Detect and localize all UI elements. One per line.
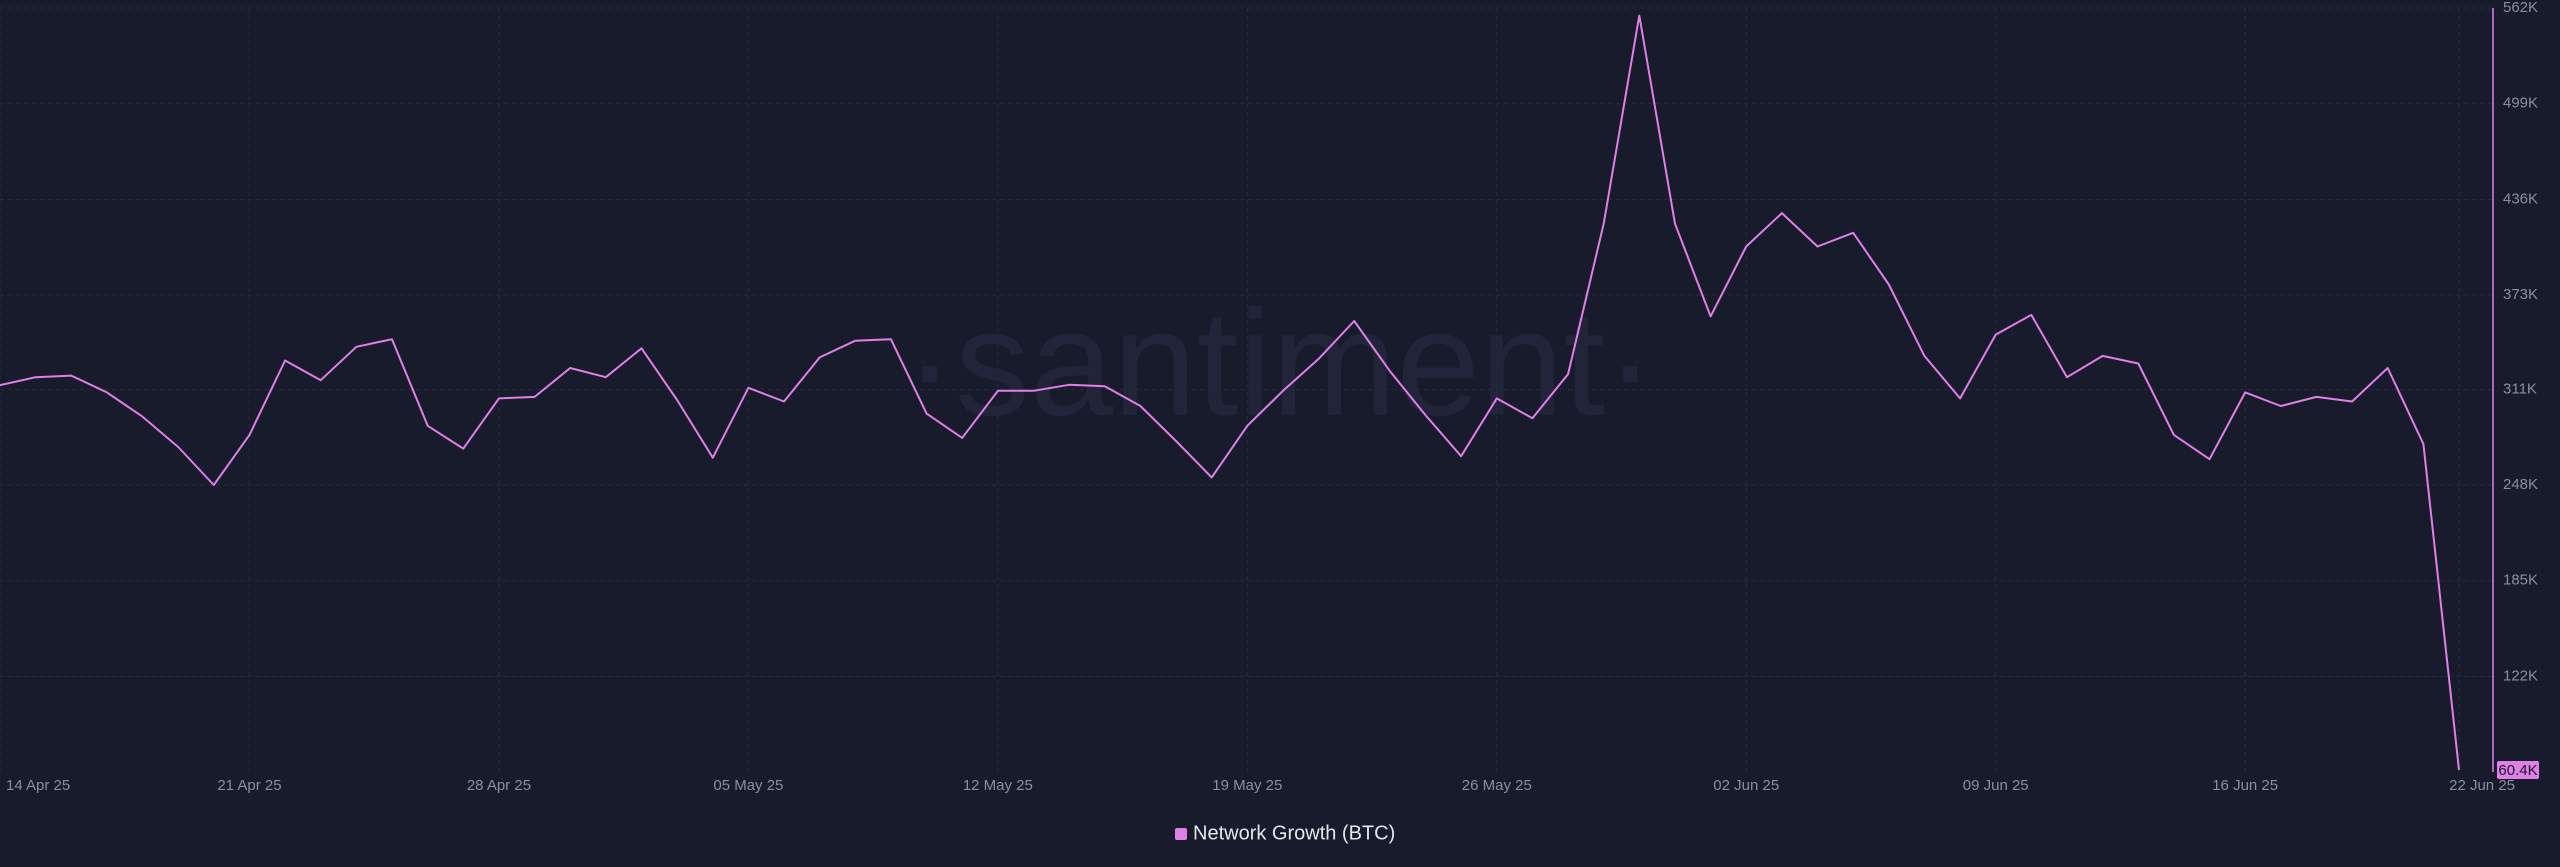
x-tick-label: 12 May 25 bbox=[963, 777, 1033, 794]
line-series bbox=[0, 14, 2460, 771]
watermark: ·santiment· bbox=[905, 279, 1655, 447]
x-tick-label: 05 May 25 bbox=[713, 777, 783, 794]
y-tick-label: 122K bbox=[2503, 667, 2538, 684]
x-tick-label: 22 Jun 25 bbox=[2449, 777, 2515, 794]
x-tick-label: 09 Jun 25 bbox=[1963, 777, 2029, 794]
x-tick-label: 21 Apr 25 bbox=[217, 777, 281, 794]
value-label: 60.4K bbox=[2498, 762, 2537, 779]
y-tick-label: 248K bbox=[2503, 476, 2538, 493]
y-tick-label: 185K bbox=[2503, 572, 2538, 589]
legend-swatch bbox=[1175, 828, 1187, 840]
y-tick-label: 562K bbox=[2503, 0, 2538, 16]
x-tick-label: 28 Apr 25 bbox=[467, 777, 531, 794]
value-label-box bbox=[2497, 761, 2539, 780]
x-tick-label: 02 Jun 25 bbox=[1713, 777, 1779, 794]
legend-label: Network Growth (BTC) bbox=[1193, 822, 1395, 844]
x-tick-label: 14 Apr 25 bbox=[6, 777, 70, 794]
y-tick-label: 499K bbox=[2503, 95, 2538, 112]
y-tick-label: 373K bbox=[2503, 286, 2538, 303]
x-tick-label: 16 Jun 25 bbox=[2212, 777, 2278, 794]
x-tick-label: 26 May 25 bbox=[1462, 777, 1532, 794]
x-tick-label: 19 May 25 bbox=[1212, 777, 1282, 794]
y-tick-label: 311K bbox=[2503, 380, 2537, 397]
y-tick-label: 436K bbox=[2503, 190, 2538, 207]
